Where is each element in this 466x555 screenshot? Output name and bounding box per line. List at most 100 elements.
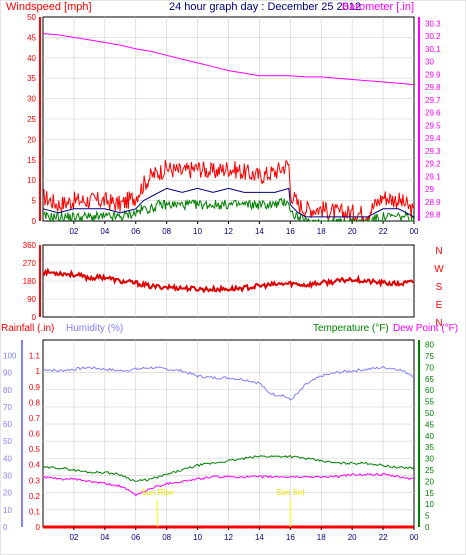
barometer-y-tick-label: 29.4 [425,134,441,143]
temperature-y-tick-label: 20 [425,477,434,486]
barometer-y-tick-label: 29.5 [425,121,441,130]
temperature-y-tick-label: 30 [425,455,434,464]
wind-y-tick-label: 50 [27,13,36,22]
wind-x-tick-label: 04 [100,227,109,236]
weather-x-tick-label: 16 [286,533,295,542]
barometer-line [42,33,415,86]
wind-y-tick-label: 25 [27,115,36,124]
wind-y-tick-label: 35 [27,74,36,83]
wind-x-tick-label: 14 [255,227,264,236]
rainfall-axis-label: Rainfall (.in) [1,323,54,334]
direction-y-tick-label: 360 [23,241,37,250]
humidity-line [43,365,415,401]
temperature-y-tick-label: 40 [425,432,434,441]
barometer-y-tick-label: 29.6 [425,109,441,118]
direction-y-tick-label: 270 [23,259,37,268]
weather-x-tick-label: 06 [131,533,140,542]
humidity-y-tick-label: 70 [3,403,12,412]
humidity-y-tick-label: 20 [3,489,12,498]
barometer-y-tick-label: 28.8 [425,211,441,220]
compass-label-w: W [434,264,444,275]
compass-label-n-top: N [435,246,442,257]
rainfall-y-tick-label: 1 [36,367,41,376]
compass-label-n-bottom: N [435,318,442,329]
rainfall-y-tick-label: 0.7 [29,414,41,423]
wind-y-tick-label: 45 [27,33,36,42]
wind-barometer-panel: 0 5 10 15 20 25 30 35 40 45 50 28.8 28.9 29 29.1 29.2 29… [27,13,441,236]
rainfall-y-tick-label: 0.8 [29,398,41,407]
wind-y-tick-label: 20 [27,135,36,144]
direction-y-tick-label: 180 [23,277,37,286]
windspeed-header-label: Windspeed [mph] [6,1,92,13]
temperature-y-tick-label: 10 [425,500,434,509]
humidity-y-tick-label: 30 [3,472,12,481]
wind-x-tick-label: 02 [69,227,78,236]
compass-label-s: S [436,282,443,293]
humidity-y-tick-label: 60 [3,420,12,429]
wind-y-tick-label: 30 [27,95,36,104]
wind-y-tick-label: 15 [27,156,36,165]
weather-x-tick-label: 12 [224,533,233,542]
weather-x-tick-label: 02 [69,533,78,542]
temperature-y-tick-label: 5 [425,512,430,521]
humidity-y-tick-label: 0 [3,523,8,532]
wind-y-tick-label: 40 [27,54,36,63]
wind-direction-panel: 0 90 180 270 360 [23,241,415,322]
compass-labels: N W S E N [434,246,444,329]
rainfall-y-tick-label: 1.1 [29,352,41,361]
barometer-y-tick-label: 29.2 [425,160,441,169]
temperature-y-tick-label: 35 [425,443,434,452]
weather-x-tick-label: 18 [317,533,326,542]
humidity-temperature-panel: 010203040506070809010000.10.20.30.40.50.… [3,339,434,542]
weather-x-tick-label: 22 [379,533,388,542]
temperature-y-tick-label: 75 [425,352,434,361]
rainfall-y-tick-label: 0.5 [29,445,41,454]
temperature-y-tick-label: 15 [425,489,434,498]
wind-direction-line [42,267,415,294]
temperature-y-tick-label: 70 [425,363,434,372]
weather-x-tick-label: 04 [100,533,109,542]
wind-x-tick-label: 10 [193,227,202,236]
barometer-y-tick-label: 29.3 [425,147,441,156]
weather-x-tick-label: 08 [162,533,171,542]
barometer-y-tick-label: 29 [425,185,434,194]
direction-y-tick-label: 0 [32,313,37,322]
barometer-header-label: Barometer [.in] [342,1,414,13]
temperature-axis-label: Temperature (°F) [313,323,389,334]
rainfall-y-tick-label: 0 [36,523,41,532]
weather-x-tick-label: 10 [193,533,202,542]
wind-x-tick-label: 08 [162,227,171,236]
temperature-y-tick-label: 55 [425,398,434,407]
wind-x-tick-label: 06 [131,227,140,236]
windspeed-gust-line [43,159,415,223]
sunset-label: Sun Set [276,488,305,497]
rainfall-y-tick-label: 0.3 [29,476,41,485]
barometer-y-tick-label: 29.9 [425,70,441,79]
wind-x-tick-label: 00 [410,227,419,236]
rainfall-y-tick-label: 0.1 [29,507,41,516]
weather-x-tick-label: 14 [255,533,264,542]
barometer-y-tick-label: 28.9 [425,198,441,207]
wind-x-tick-label: 16 [286,227,295,236]
temperature-y-tick-label: 0 [425,523,430,532]
rainfall-y-tick-label: 0.4 [29,461,41,470]
wind-y-tick-label: 5 [32,197,37,206]
compass-label-e: E [436,300,443,311]
wind-x-tick-label: 12 [224,227,233,236]
temperature-y-tick-label: 50 [425,409,434,418]
windspeed-low-line [42,197,415,223]
barometer-y-tick-label: 30.3 [425,19,441,28]
temperature-y-tick-label: 80 [425,341,434,350]
humidity-y-tick-label: 100 [3,351,17,360]
rainfall-y-tick-label: 0.9 [29,383,41,392]
dewpoint-axis-label: Dew Point (°F) [393,323,458,334]
barometer-y-tick-label: 30.1 [425,45,441,54]
humidity-y-tick-label: 10 [3,506,12,515]
dewpoint-line [42,472,415,497]
weather-x-tick-label: 20 [348,533,357,542]
sunrise-label: Sun Rise [141,488,174,497]
barometer-y-tick-label: 29.8 [425,83,441,92]
rainfall-y-tick-label: 0.2 [29,492,41,501]
